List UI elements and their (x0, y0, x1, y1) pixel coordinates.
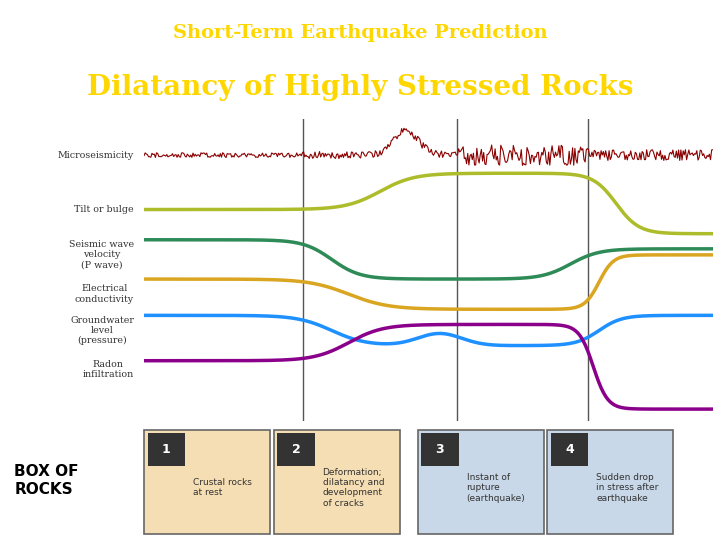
Text: Groundwater
level
(pressure): Groundwater level (pressure) (70, 315, 134, 346)
FancyBboxPatch shape (274, 429, 400, 534)
FancyBboxPatch shape (547, 429, 673, 534)
Text: Seismic wave
velocity
(P wave): Seismic wave velocity (P wave) (69, 240, 134, 270)
FancyBboxPatch shape (148, 433, 185, 467)
Text: Short-Term Earthquake Prediction: Short-Term Earthquake Prediction (173, 24, 547, 42)
FancyBboxPatch shape (277, 433, 315, 467)
Text: 1: 1 (162, 443, 171, 456)
FancyBboxPatch shape (418, 429, 544, 534)
FancyBboxPatch shape (551, 433, 588, 467)
Text: Radon
infiltration: Radon infiltration (83, 360, 134, 380)
Text: Tilt or bulge: Tilt or bulge (74, 205, 134, 214)
Text: Dilatancy of Highly Stressed Rocks: Dilatancy of Highly Stressed Rocks (87, 75, 633, 102)
Text: 2: 2 (292, 443, 300, 456)
Text: Electrical
conductivity: Electrical conductivity (75, 285, 134, 304)
Text: Deformation;
dilatancy and
development
of cracks: Deformation; dilatancy and development o… (323, 468, 384, 508)
FancyBboxPatch shape (421, 433, 459, 467)
Text: 3: 3 (436, 443, 444, 456)
Text: Sudden drop
in stress after
earthquake: Sudden drop in stress after earthquake (596, 473, 659, 503)
Text: Instant of
rupture
(earthquake): Instant of rupture (earthquake) (467, 473, 526, 503)
Text: Microseismicity: Microseismicity (58, 151, 134, 160)
Text: 4: 4 (565, 443, 574, 456)
Text: BOX OF
ROCKS: BOX OF ROCKS (14, 464, 79, 497)
FancyBboxPatch shape (144, 429, 270, 534)
Text: Crustal rocks
at rest: Crustal rocks at rest (193, 478, 252, 497)
